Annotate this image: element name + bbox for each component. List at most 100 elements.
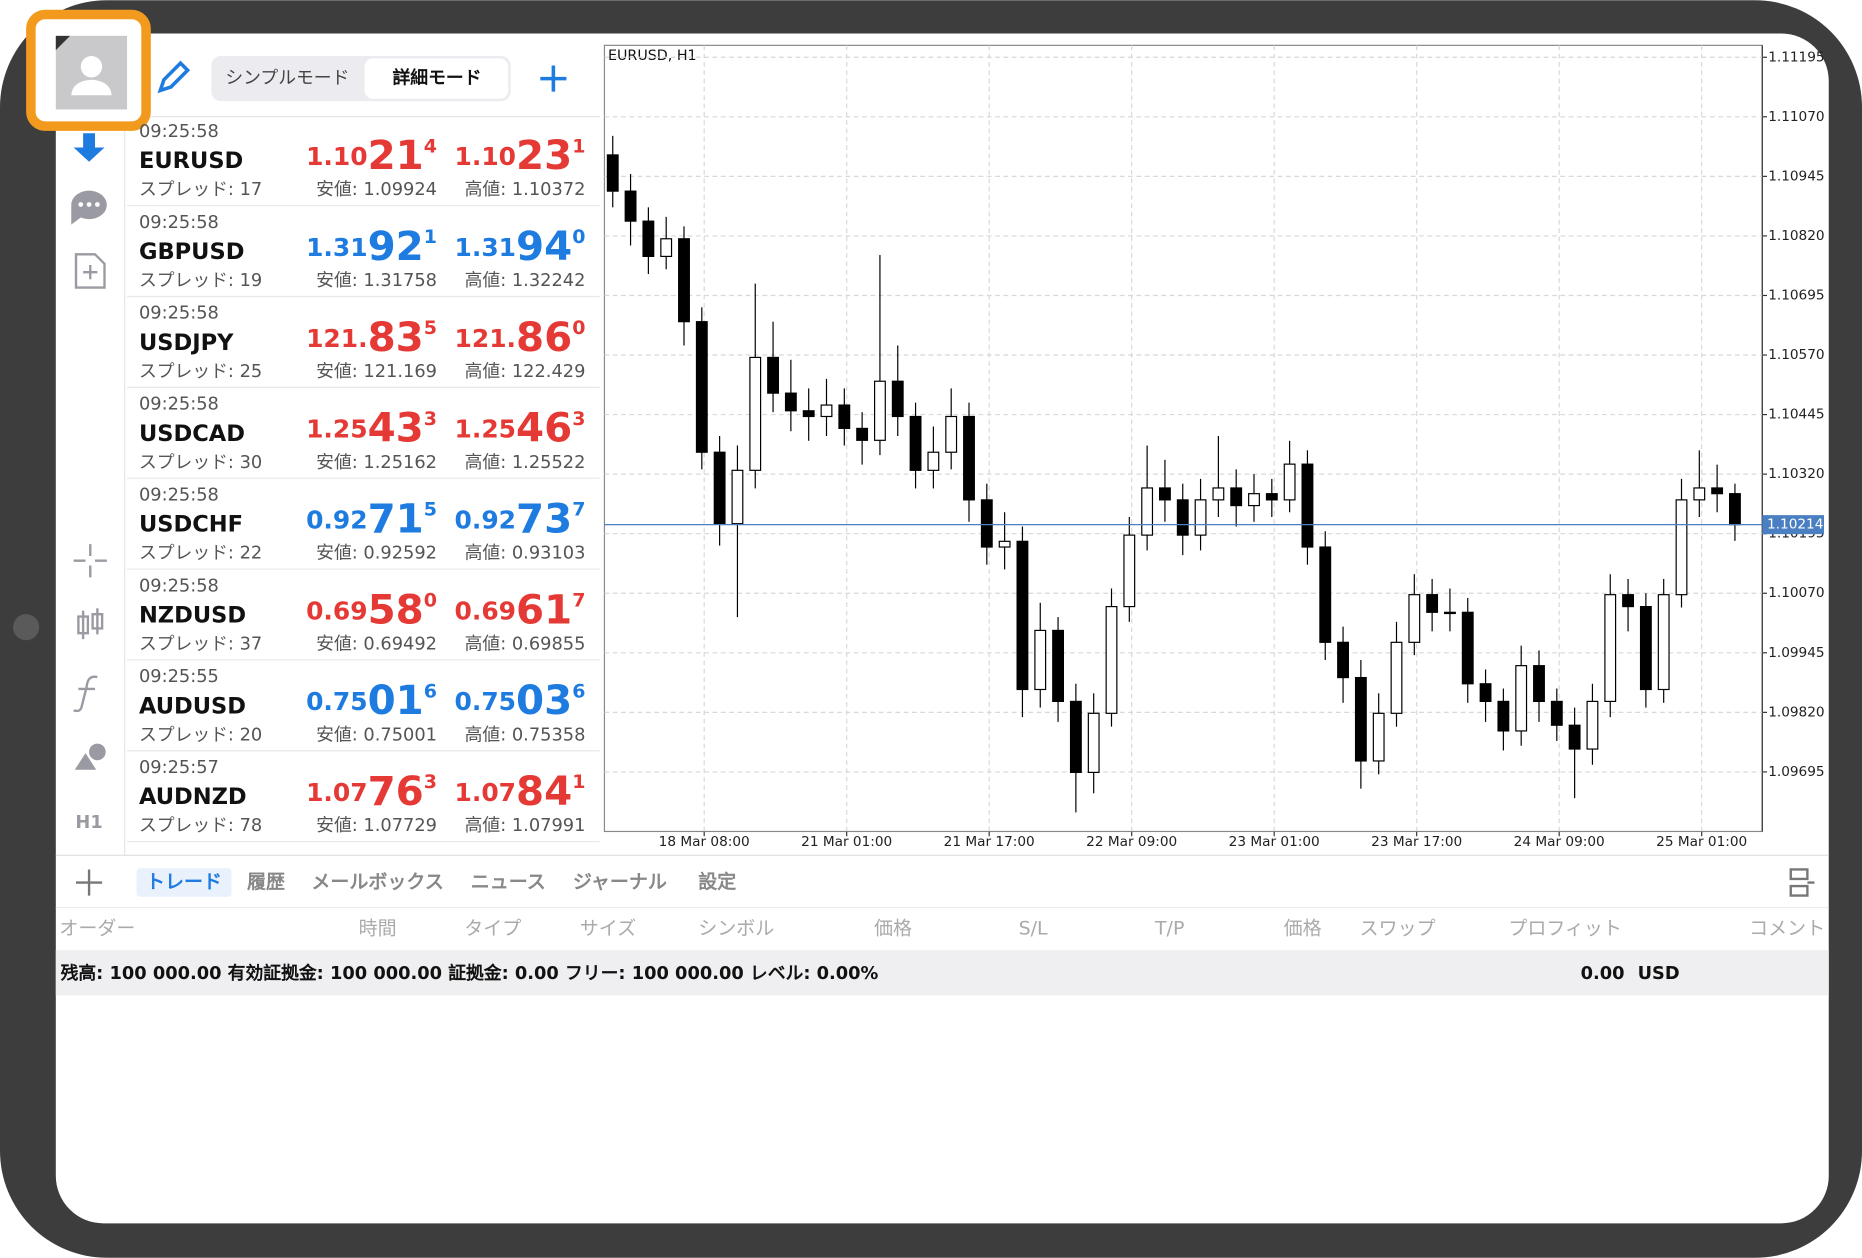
candle-body xyxy=(1622,594,1634,608)
quote-bid[interactable]: 0.75016 xyxy=(306,677,437,724)
price-big: 92 xyxy=(368,223,424,270)
tab[interactable]: 設定 xyxy=(698,870,736,893)
tab[interactable]: 履歴 xyxy=(247,871,285,893)
quote-symbol[interactable]: USDJPY xyxy=(139,330,234,356)
news-icon[interactable] xyxy=(74,253,106,289)
column-header: 時間 xyxy=(359,917,397,939)
quote-high: 高値: 122.429 xyxy=(465,361,586,382)
quote-bid[interactable]: 1.25433 xyxy=(306,405,437,452)
quote-time: 09:25:58 xyxy=(139,484,219,505)
quote-ask[interactable]: 1.07841 xyxy=(455,768,586,815)
quote-symbol[interactable]: EURUSD xyxy=(139,148,243,174)
add-symbol-icon[interactable] xyxy=(540,65,567,92)
quote-symbol[interactable]: USDCAD xyxy=(139,421,245,447)
quote-bid[interactable]: 1.07763 xyxy=(306,768,437,815)
x-tick-label: 22 Mar 09:00 xyxy=(1086,834,1177,850)
candle-body xyxy=(1230,487,1243,507)
y-tick-label: 1.10070 xyxy=(1768,585,1824,601)
quote-spread: スプレッド: 37 xyxy=(139,633,262,654)
quote-symbol[interactable]: GBPUSD xyxy=(139,239,244,265)
candle-body xyxy=(1426,594,1439,613)
quote-ask[interactable]: 0.69617 xyxy=(455,586,586,633)
candle-body xyxy=(1568,724,1581,750)
quote-ask[interactable]: 121.860 xyxy=(455,314,586,361)
tab[interactable]: メールボックス xyxy=(311,871,443,893)
avatar-head xyxy=(80,56,103,78)
quote-time: 09:25:58 xyxy=(139,212,219,233)
candle-body xyxy=(713,451,726,525)
quote-high: 高値: 1.10372 xyxy=(465,179,586,200)
quote-bid[interactable]: 0.92715 xyxy=(306,496,437,543)
candle-body xyxy=(802,410,815,418)
camera xyxy=(13,614,40,641)
price-sup: 3 xyxy=(424,771,437,793)
quote-bid[interactable]: 1.10214 xyxy=(306,132,437,179)
price-head: 121. xyxy=(306,324,367,353)
quote-ask[interactable]: 1.10231 xyxy=(455,132,586,179)
x-tick-label: 18 Mar 08:00 xyxy=(659,834,750,850)
layout-icon[interactable] xyxy=(1789,868,1815,897)
quote-ask[interactable]: 0.75036 xyxy=(455,677,586,724)
quote-time: 09:25:58 xyxy=(139,121,219,142)
quote-symbol[interactable]: AUDNZD xyxy=(139,784,247,810)
mode-detail[interactable]: 詳細モード xyxy=(393,67,482,89)
panel-add-icon[interactable] xyxy=(76,869,103,896)
timeframe[interactable]: H1 xyxy=(75,812,102,833)
candle-body xyxy=(1105,605,1118,714)
edit-icon[interactable] xyxy=(157,60,191,94)
candle-body xyxy=(1052,629,1064,702)
candle-body xyxy=(980,499,993,548)
quote-low: 安値: 1.31758 xyxy=(316,270,437,291)
candle-body xyxy=(731,469,744,525)
quote-bid[interactable]: 0.69580 xyxy=(306,586,437,633)
mode-simple[interactable]: シンプルモード xyxy=(225,68,349,89)
price-sup: 1 xyxy=(572,771,585,793)
quote-time: 09:25:57 xyxy=(139,757,219,778)
tab[interactable]: トレード xyxy=(146,871,222,893)
price-sup: 7 xyxy=(572,498,585,520)
quote-ask[interactable]: 0.92737 xyxy=(455,496,586,543)
quote-symbol[interactable]: AUDUSD xyxy=(139,693,246,719)
price-sup: 1 xyxy=(572,135,585,157)
candle-body xyxy=(1390,641,1403,714)
price-big: 71 xyxy=(368,496,424,543)
candle-body xyxy=(945,415,958,453)
quote-bid[interactable]: 1.31921 xyxy=(306,223,437,270)
quote-ask[interactable]: 1.25463 xyxy=(455,405,586,452)
quote-symbol[interactable]: NZDUSD xyxy=(139,602,246,628)
quote-ask[interactable]: 1.31940 xyxy=(455,223,586,270)
x-tick-label: 21 Mar 01:00 xyxy=(801,834,892,850)
chart-type-icon[interactable] xyxy=(77,608,104,640)
tab[interactable]: ニュース xyxy=(471,871,546,893)
quote-symbol[interactable]: USDCHF xyxy=(139,512,243,538)
candle-body xyxy=(1479,683,1492,702)
candle-body xyxy=(1319,546,1332,643)
trade-icon[interactable] xyxy=(73,133,105,162)
candle-body xyxy=(624,190,637,222)
candle-body xyxy=(1711,487,1724,495)
price-big: 43 xyxy=(368,405,424,452)
quote-spread: スプレッド: 25 xyxy=(139,361,262,382)
candle-body xyxy=(998,540,1011,548)
chat-icon[interactable] xyxy=(71,190,107,225)
quote-high: 高値: 1.07991 xyxy=(465,815,586,836)
tab[interactable]: ジャーナル xyxy=(573,871,667,893)
price-big: 94 xyxy=(516,223,572,270)
price-big: 21 xyxy=(368,132,424,179)
indicator-icon[interactable] xyxy=(73,675,98,713)
quote-bid[interactable]: 121.835 xyxy=(306,314,437,361)
avatar-body xyxy=(71,79,112,96)
price-head: 0.69 xyxy=(455,596,517,625)
quote-time: 09:25:58 xyxy=(139,394,219,415)
price-head: 0.69 xyxy=(306,596,367,625)
candle-body xyxy=(820,404,833,418)
crosshair-icon[interactable] xyxy=(73,544,107,578)
quote-high: 高値: 1.25522 xyxy=(465,452,586,473)
y-tick-label: 1.10820 xyxy=(1768,228,1824,244)
candle-body xyxy=(1639,605,1652,691)
x-tick-label: 23 Mar 17:00 xyxy=(1371,834,1462,850)
objects-icon[interactable] xyxy=(74,753,97,770)
candle-body xyxy=(1283,463,1296,501)
price-big: 73 xyxy=(516,496,572,543)
quote-low: 安値: 0.69492 xyxy=(316,633,437,654)
